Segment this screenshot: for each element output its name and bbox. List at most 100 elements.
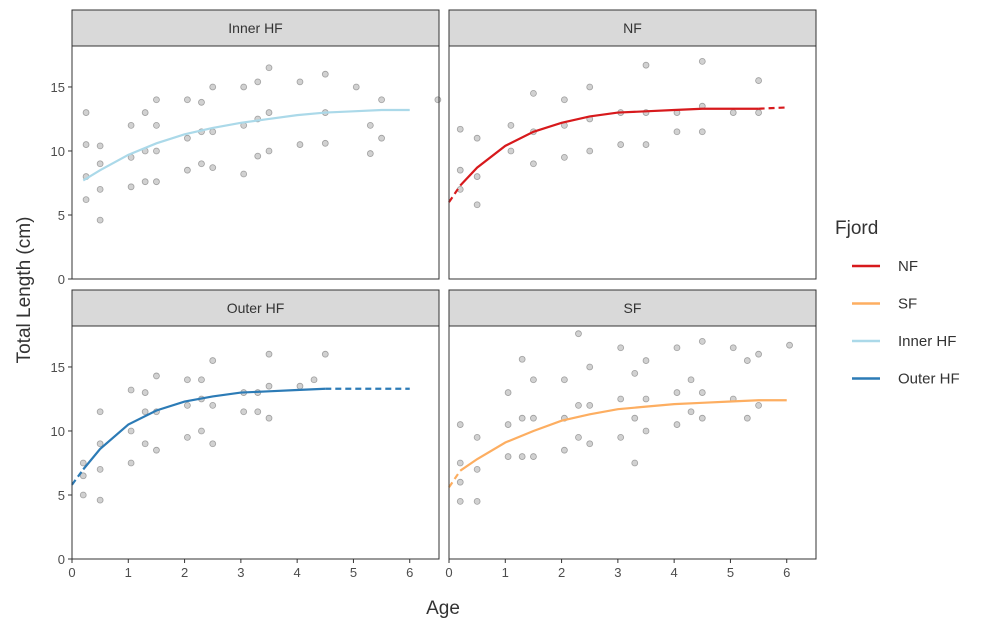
point [321,350,329,358]
point [198,160,205,168]
point [153,446,160,454]
point [456,421,464,428]
point [530,376,537,384]
point [82,196,90,204]
point [296,382,304,390]
point [209,83,217,91]
point [127,459,135,467]
x-tick-label: 5 [350,565,357,580]
point [687,408,695,416]
panel [449,326,816,559]
x-tick-label: 2 [558,565,565,580]
point [153,178,160,186]
x-tick-label: 1 [502,565,509,580]
point [575,401,582,409]
legend-label: SF [898,296,917,313]
point [642,357,650,364]
facet-strip [448,289,817,327]
point [642,427,650,435]
point [729,109,737,116]
panel [449,46,816,279]
fit-line [82,387,326,471]
fit-line [459,107,759,187]
x-tick-label: 1 [125,565,132,580]
point [504,453,512,460]
point [507,147,515,155]
point [141,408,149,416]
point [586,83,594,91]
facet-title: NF [623,20,642,36]
point [310,376,318,384]
x-tick-label: 3 [237,565,244,580]
point [631,414,639,422]
point [296,78,304,86]
point [198,376,205,384]
point [456,166,464,174]
point [96,408,104,416]
x-tick-label: 5 [727,565,734,580]
point [96,496,104,504]
point [96,185,104,193]
point [153,147,160,155]
x-axis-label: Age [426,598,460,619]
point [254,78,262,86]
point [209,401,217,409]
point [473,134,481,142]
fit-line [71,468,85,486]
x-tick-label: 0 [68,565,75,580]
facet-title: Inner HF [228,20,282,36]
point [473,173,481,180]
point [265,350,273,358]
panel-border [71,45,440,280]
point [560,153,568,161]
point [96,216,104,224]
point [96,440,104,448]
point [617,141,625,148]
point [642,141,650,148]
point [141,389,149,396]
point [518,414,526,422]
point [575,330,582,338]
point [530,453,537,460]
y-tick-label: 15 [51,360,65,375]
point [755,401,762,409]
legend-label: NF [898,258,918,275]
point [698,389,706,396]
point [82,141,90,148]
point [183,376,191,384]
point [560,376,568,384]
legend-title: Fjord [835,218,878,239]
point [673,128,681,136]
x-tick-label: 4 [294,565,301,580]
x-tick-label: 4 [671,565,678,580]
point [141,109,149,116]
point [507,121,515,129]
point [366,121,374,129]
point [743,414,751,422]
point [183,166,191,174]
point [153,121,160,129]
point [378,134,385,142]
point [755,77,762,84]
point [153,372,160,380]
point [456,125,464,133]
point [240,83,248,91]
point [617,433,625,441]
fit-line [459,399,787,472]
point [504,421,512,428]
point [617,344,625,352]
point [79,491,87,499]
point [698,57,706,65]
point [183,96,191,104]
point [96,160,104,168]
x-tick-label: 0 [445,565,452,580]
point [518,355,526,363]
point [183,401,191,409]
y-axis-label: Total Length (cm) [14,217,35,364]
point [127,183,135,191]
point [96,465,104,473]
point [530,160,537,168]
point [209,128,217,136]
point [127,427,135,435]
